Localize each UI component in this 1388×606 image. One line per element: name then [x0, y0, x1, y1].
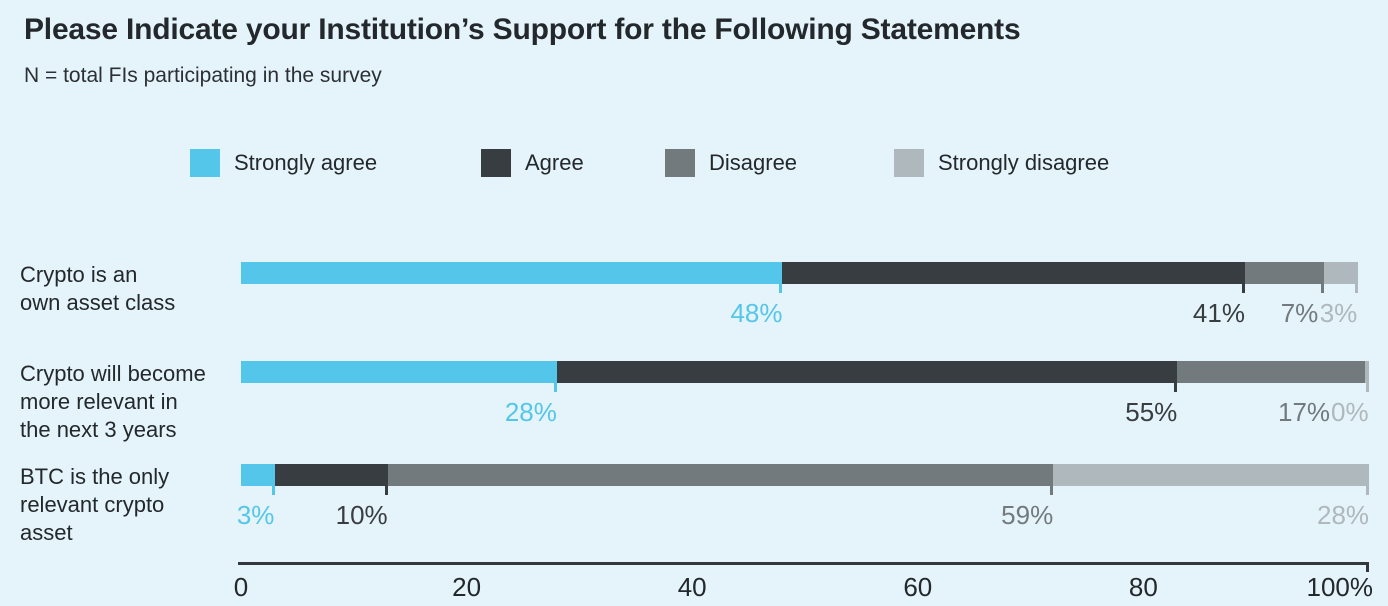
value-label-disagree: 7%	[1280, 298, 1319, 328]
stacked-bar	[241, 262, 1369, 284]
bar-segment-strongly-disagree	[1365, 361, 1369, 383]
segment-tick	[1366, 486, 1369, 495]
category-label-line: relevant crypto	[20, 492, 165, 517]
stacked-bar	[241, 464, 1369, 486]
bar-segment-strongly-agree	[241, 361, 557, 383]
x-axis-line	[238, 562, 1369, 565]
category-label-line: more relevant in	[20, 389, 178, 414]
value-label-agree: 41%	[1192, 298, 1245, 328]
stacked-bar	[241, 361, 1369, 383]
bar-segment-agree	[782, 262, 1245, 284]
x-axis-label: 60	[903, 572, 933, 602]
bar-segment-disagree	[1177, 361, 1369, 383]
category-label-line: the next 3 years	[20, 417, 177, 442]
chart-title: Please Indicate your Institution’s Suppo…	[24, 13, 1021, 46]
legend-swatch-disagree	[665, 148, 695, 177]
category-label: Crypto will become more relevant in the ne…	[20, 360, 206, 444]
legend-swatch-strongly-agree	[190, 148, 220, 177]
bar-segment-disagree	[1244, 262, 1324, 284]
x-axis-label: 100%	[1306, 572, 1373, 602]
value-label-strongly-agree: 28%	[504, 397, 557, 427]
segment-tick	[271, 486, 275, 495]
legend-label: Disagree	[709, 149, 798, 175]
category-label-line: BTC is the only	[20, 464, 170, 489]
value-label-strongly-disagree: 28%	[1317, 500, 1370, 530]
segment-tick	[1354, 284, 1358, 293]
x-axis-label: 0	[233, 572, 249, 602]
legend-swatch-strongly-disagree	[894, 148, 924, 177]
x-axis-label: 80	[1128, 572, 1158, 602]
bar-segment-strongly-disagree	[1323, 262, 1358, 284]
legend-item-agree: Agree	[481, 148, 584, 177]
bar-segment-agree	[556, 361, 1178, 383]
bar-segment-disagree	[387, 464, 1054, 486]
x-axis-label: 40	[677, 572, 707, 602]
value-label-strongly-agree: 48%	[730, 298, 783, 328]
value-label-strongly-agree: 3%	[236, 500, 275, 530]
segment-tick	[1241, 284, 1245, 293]
bar-segment-strongly-agree	[241, 262, 783, 284]
chart-subtitle: N = total FIs participating in the surve…	[24, 64, 382, 87]
value-label-agree: 55%	[1125, 397, 1178, 427]
legend-label: Strongly disagree	[938, 149, 1110, 175]
category-label: Crypto is an own asset class	[20, 261, 175, 317]
legend-item-disagree: Disagree	[665, 148, 797, 177]
legend-label: Agree	[525, 149, 584, 175]
segment-tick	[1366, 383, 1369, 392]
value-label-disagree: 17%	[1278, 397, 1331, 427]
category-label: BTC is the only relevant crypto asset	[20, 463, 169, 547]
x-axis-end-tick	[1366, 562, 1369, 572]
x-axis-label: 20	[452, 572, 482, 602]
legend-label: Strongly agree	[234, 149, 378, 175]
segment-tick	[779, 284, 783, 293]
segment-tick	[1050, 486, 1054, 495]
category-label-line: Crypto will become	[20, 361, 206, 386]
bar-segment-strongly-disagree	[1053, 464, 1369, 486]
legend-swatch-agree	[481, 148, 511, 177]
bar-segment-agree	[274, 464, 388, 486]
category-label-line: own asset class	[20, 290, 176, 315]
value-label-agree: 10%	[335, 500, 388, 530]
bar-segment-strongly-agree	[241, 464, 275, 486]
segment-tick	[553, 383, 557, 392]
legend-item-strongly-disagree: Strongly disagree	[894, 148, 1109, 177]
value-label-disagree: 59%	[1001, 500, 1054, 530]
segment-tick	[1320, 284, 1324, 293]
segment-tick	[1174, 383, 1178, 392]
value-label-strongly-disagree: 3%	[1319, 298, 1358, 328]
legend-item-strongly-agree: Strongly agree	[190, 148, 377, 177]
category-label-line: Crypto is an	[20, 262, 138, 287]
segment-tick	[384, 486, 388, 495]
category-label-line: asset	[20, 520, 73, 545]
value-label-strongly-disagree: 0%	[1331, 397, 1369, 427]
